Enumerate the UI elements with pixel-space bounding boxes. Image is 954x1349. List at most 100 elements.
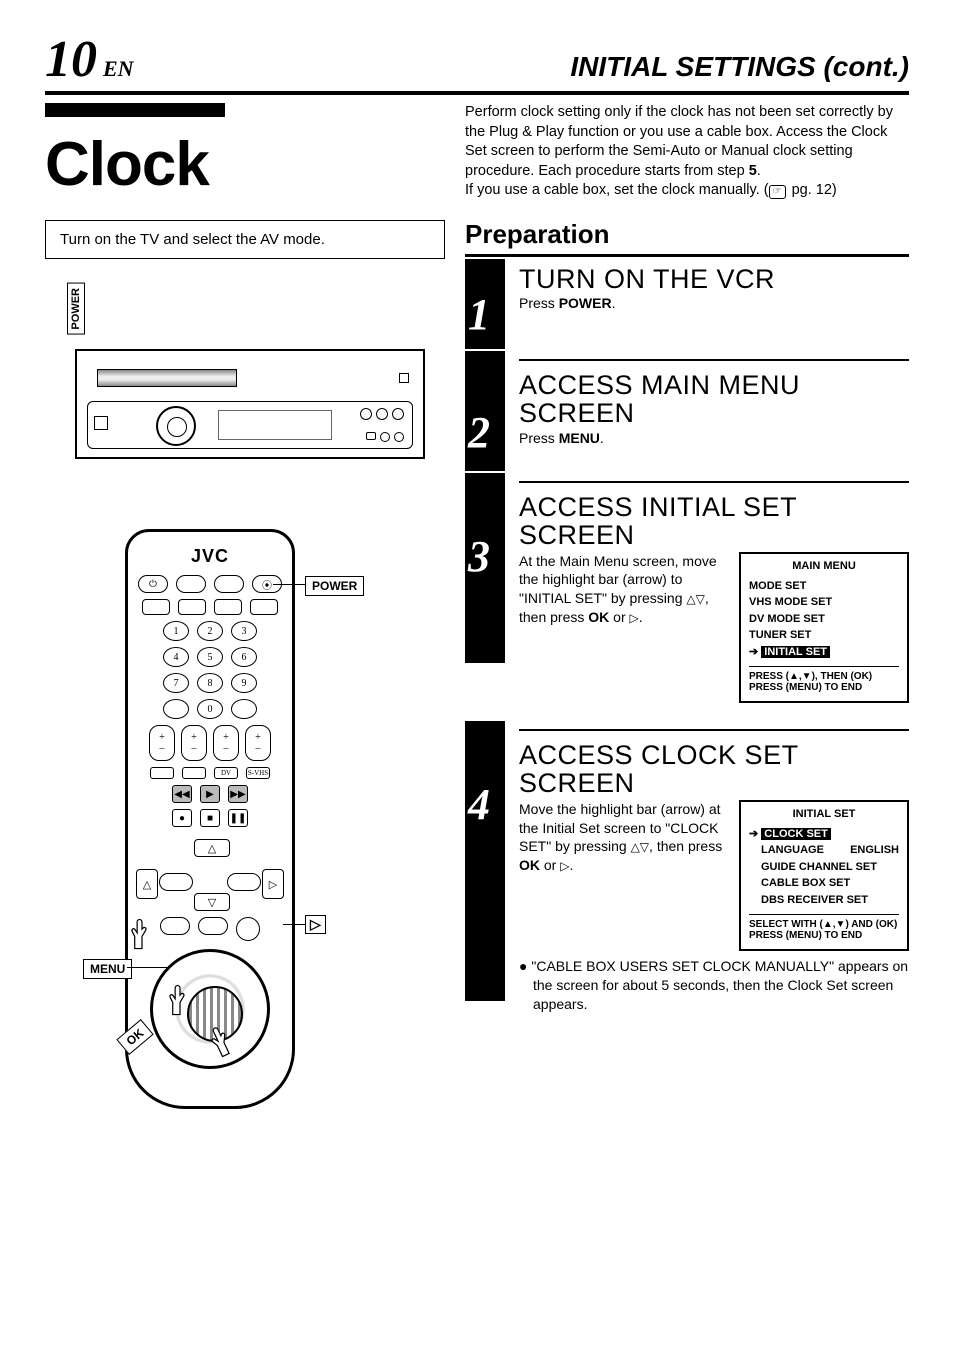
vcr-jog-dial [156,406,196,446]
remote-btn [214,575,244,593]
preparation-heading: Preparation [465,219,909,250]
remote-up-btn: △ [194,839,230,857]
remote-btn [150,767,174,779]
vcr-eject [94,416,108,430]
screen-item: MODE SET [749,578,899,595]
step-3-title: ACCESS INITIAL SET SCREEN [519,493,909,550]
divider [519,729,909,731]
step-1-inst: Press POWER. [519,295,909,311]
step-1: 1 TURN ON THE VCR Press POWER. [465,259,909,349]
screen-item: DBS RECEIVER SET [749,892,899,909]
remote-btn [142,599,170,615]
step-4-title: ACCESS CLOCK SET SCREEN [519,741,909,798]
remote-btn [163,699,189,719]
remote-rocker: +– [245,725,271,761]
screen-item: TUNER SET [749,627,899,644]
step-4-note: "CABLE BOX USERS SET CLOCK MANUALLY" app… [519,957,909,1014]
vcr-tape-slot [97,369,237,387]
step-2-title: ACCESS MAIN MENU SCREEN [519,371,909,428]
lang-tag: EN [103,56,134,82]
intro-line2-post: pg. 12) [788,182,837,198]
key-4: 4 [163,647,189,667]
divider [519,481,909,483]
screen-title: INITIAL SET [749,808,899,820]
remote-rocker: +– [181,725,207,761]
key-3: 3 [231,621,257,641]
remote-btn [236,917,260,941]
step-1-title: TURN ON THE VCR [519,265,909,293]
title-bar [45,103,225,117]
step-num-3: 3 [468,531,490,582]
key-8: 8 [197,673,223,693]
step-3: 3 ACCESS INITIAL SET SCREEN At the Main … [465,487,909,719]
remote-down-btn: ▽ [194,893,230,911]
screen-title: MAIN MENU [749,560,899,572]
page-number-block: 10 EN [45,30,134,89]
remote-btn [227,873,261,891]
remote-rocker: +– [149,725,175,761]
remote-pause: ❚❚ [228,809,248,827]
remote-btn [231,699,257,719]
step-num-4: 4 [468,779,490,830]
svhs-btn: S-VHS [246,767,270,779]
remote-rew: ◀◀ [172,785,192,803]
key-5: 5 [197,647,223,667]
remote-btn [178,599,206,615]
screen-item: LANGUAGEENGLISH [749,842,899,859]
vcr-av-jacks [360,408,404,420]
remote-play: ▶ [200,785,220,803]
key-6: 6 [231,647,257,667]
vcr-display [218,410,332,440]
vcr-body [75,349,425,459]
remote-diagram: JVC ⏻ ⦿ 123 456 789 0 +– [125,529,385,1109]
vcr-indicators [366,432,404,442]
key-0: 0 [197,699,223,719]
screen-item: CABLE BOX SET [749,875,899,892]
vcr-button [399,373,409,383]
remote-btn [160,917,190,935]
remote-btn: ⏻ [138,575,168,593]
menu-callout: MENU [83,959,132,979]
page-number: 10 [45,30,97,89]
screen-item: VHS MODE SET [749,594,899,611]
step-2: 2 ACCESS MAIN MENU SCREEN Press MENU. [465,365,909,471]
remote-btn [214,599,242,615]
main-menu-screen: MAIN MENU MODE SET VHS MODE SET DV MODE … [739,552,909,704]
screen-item-selected: CLOCK SET [749,826,899,843]
remote-brand: JVC [128,546,292,567]
left-column: Clock Turn on the TV and select the AV m… [45,103,445,1109]
remote-stop: ■ [200,809,220,827]
right-arrow-callout: ▷ [305,915,326,934]
screen-instructions: SELECT WITH (▲,▼) AND (OK) PRESS (MENU) … [749,914,899,941]
divider [465,254,909,257]
step-num-1: 1 [468,289,490,340]
hand-icon [129,917,155,956]
step-2-inst: Press MENU. [519,430,909,446]
remote-btn [250,599,278,615]
vcr-diagram: POWER [55,289,435,469]
screen-item-selected: INITIAL SET [749,644,899,661]
intro-line2-pre: If you use a cable box, set the clock ma… [465,182,769,198]
step-4: 4 ACCESS CLOCK SET SCREEN Move the highl… [465,735,909,1030]
remote-body: JVC ⏻ ⦿ 123 456 789 0 +– [125,529,295,1109]
remote-btn [176,575,206,593]
initial-set-screen: INITIAL SET CLOCK SET LANGUAGEENGLISH GU… [739,800,909,952]
remote-btn [198,917,228,935]
key-1: 1 [163,621,189,641]
remote-menu-btn [159,873,193,891]
power-callout: POWER [305,576,364,596]
header-title: INITIAL SETTINGS (cont.) [570,51,909,83]
key-9: 9 [231,673,257,693]
screen-item: GUIDE CHANNEL SET [749,859,899,876]
divider [519,359,909,361]
page-ref-icon: ☞ [769,185,786,199]
right-column: Perform clock setting only if the clock … [465,103,909,1109]
vcr-front-panel [87,401,413,449]
intro-text: Perform clock setting only if the clock … [465,103,909,201]
remote-btn [182,767,206,779]
tip-box: Turn on the TV and select the AV mode. [45,220,445,259]
screen-item: DV MODE SET [749,611,899,628]
vcr-power-label: POWER [67,283,85,335]
remote-rec: ● [172,809,192,827]
step-num-2: 2 [468,407,490,458]
